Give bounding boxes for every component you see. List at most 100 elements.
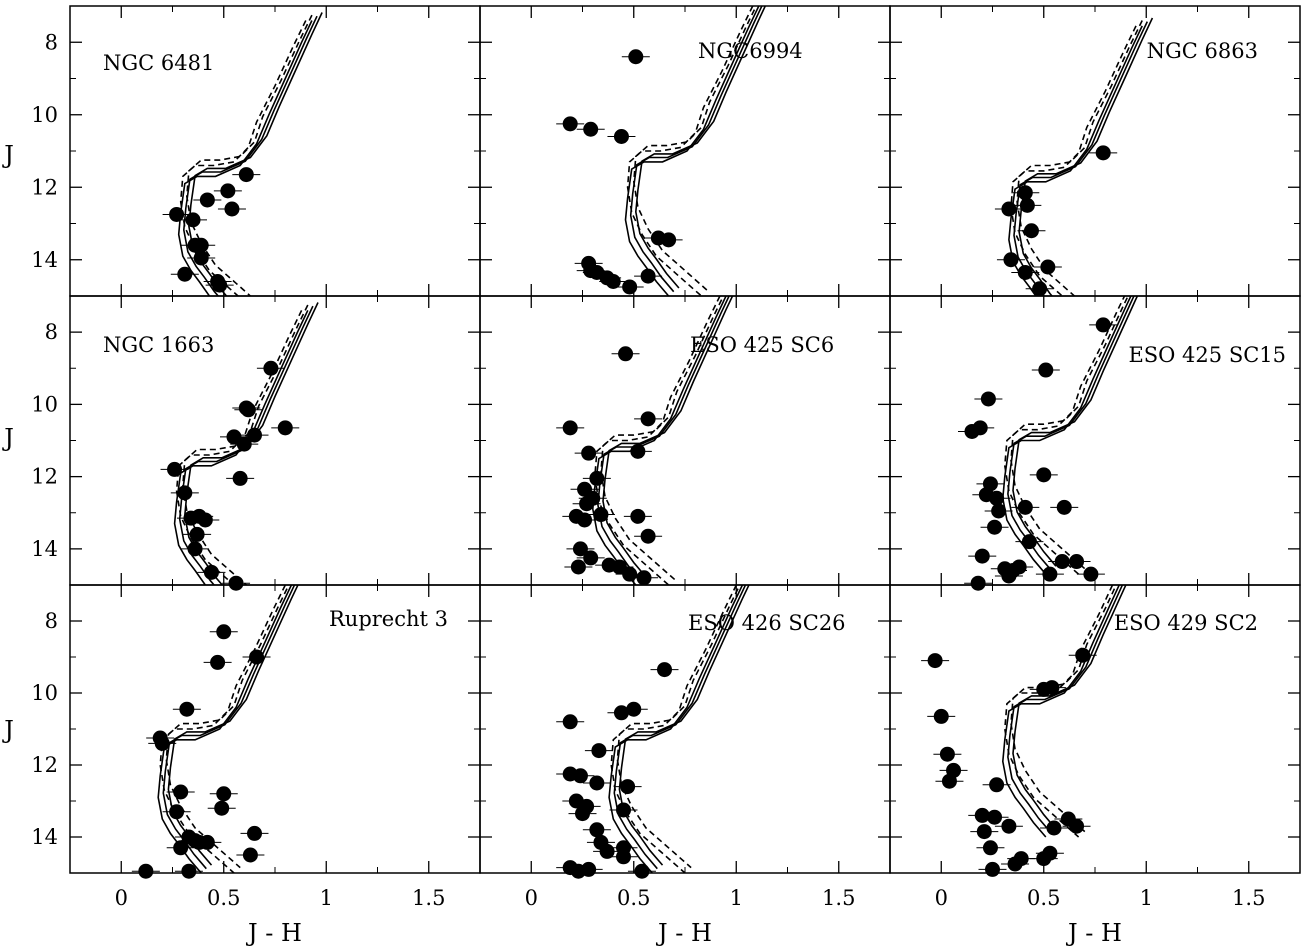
data-point (1069, 554, 1085, 570)
data-point (224, 201, 240, 217)
data-point (1017, 264, 1033, 280)
data-point (193, 237, 209, 253)
data-point (593, 507, 609, 523)
data-point (1001, 568, 1017, 584)
data-point (189, 526, 205, 542)
data-point (1095, 317, 1111, 333)
isochrone-solid (608, 585, 744, 873)
data-point (1001, 201, 1017, 217)
data-point (630, 508, 646, 524)
data-point (1054, 554, 1070, 570)
x-tick-label: 0.5 (617, 886, 650, 910)
panel-title: NGC 1663 (103, 333, 214, 357)
isochrone-dashed (1003, 296, 1126, 575)
isochrone-solid (618, 585, 750, 866)
panel-frame (69, 5, 481, 297)
panel-9: 0 0.5 1 1.5 ESO 429 SC2 (889, 584, 1301, 910)
data-point (583, 121, 599, 137)
y-tick-label: 14 (31, 537, 58, 561)
data-point (138, 863, 154, 879)
data-point (589, 775, 605, 791)
data-point (589, 470, 605, 486)
data-point (1038, 362, 1054, 378)
y-tick-label: 14 (31, 825, 58, 849)
data-point (1040, 259, 1056, 275)
x-tick-label: 0.5 (1027, 886, 1060, 910)
data-point (634, 863, 650, 879)
panel-5: ESO 425 SC6 (479, 295, 891, 586)
data-point (987, 519, 1003, 535)
isochrone-dashed (1010, 25, 1137, 296)
data-point (622, 566, 638, 582)
y-axis-title-row-3: J (1, 716, 14, 744)
data-point (570, 559, 586, 575)
data-point (585, 490, 601, 506)
isochrone-solid (1018, 17, 1154, 296)
data-point (247, 825, 262, 841)
data-point (605, 274, 621, 289)
isochrone-dashed (159, 585, 287, 873)
y-tick-label: 12 (31, 175, 58, 199)
isochrone-solid (1001, 296, 1132, 575)
data-point (173, 840, 189, 856)
data-point (980, 391, 996, 407)
panel-title: NGC 6863 (1147, 39, 1258, 63)
data-point (247, 427, 262, 443)
data-point (581, 445, 597, 461)
isochrone-solid (188, 12, 323, 296)
data-point (985, 861, 1000, 877)
isochrone-dashed (1003, 585, 1114, 838)
data-point (216, 786, 232, 802)
isochrone-solid (634, 6, 767, 289)
data-point (173, 784, 189, 800)
data-point (238, 167, 254, 183)
isochrone-solid (1001, 585, 1121, 838)
panel-1: 8 10 12 14 NGC 6481 (31, 5, 481, 297)
x-axis-title-col-3: J - H (1065, 919, 1122, 947)
data-point (203, 564, 219, 580)
panel-frame (479, 5, 891, 297)
y-tick-label: 8 (45, 320, 58, 344)
data-point (1042, 845, 1058, 861)
data-point (240, 402, 256, 418)
data-point (628, 49, 644, 65)
data-point (1019, 197, 1035, 213)
data-point (228, 575, 244, 591)
data-point (277, 420, 293, 436)
data-point (199, 192, 215, 208)
x-tick-label: 1 (1140, 886, 1153, 910)
x-tick-label: 1.5 (1232, 886, 1265, 910)
y-tick-label: 10 (31, 392, 58, 416)
data-point (236, 436, 252, 452)
data-point (177, 266, 193, 282)
data-point (210, 654, 226, 670)
x-tick-label: 1 (730, 886, 743, 910)
data-point (1083, 566, 1099, 582)
data-point (263, 360, 279, 376)
data-point (982, 840, 998, 856)
data-point (193, 250, 209, 266)
data-point (1044, 680, 1060, 696)
x-tick-label: 1.5 (412, 886, 445, 910)
isochrone-solid (1007, 296, 1135, 571)
data-point (933, 708, 949, 724)
data-point (1056, 499, 1072, 515)
data-point (640, 411, 656, 427)
data-point (630, 443, 646, 459)
data-point (1036, 467, 1052, 483)
x-tick-label: 1 (320, 886, 333, 910)
isochrone-dashed (185, 14, 313, 296)
data-point (1011, 559, 1027, 575)
isochrone-dashed (600, 296, 725, 581)
data-point (242, 847, 258, 863)
isochrone-solid (602, 296, 734, 578)
data-point (169, 206, 185, 222)
x-tick-label: 0 (525, 886, 538, 910)
data-point (987, 809, 1003, 825)
data-point (577, 512, 593, 528)
isochrone-dashed (179, 20, 307, 296)
panel-title: ESO 426 SC26 (688, 611, 846, 635)
data-point (1017, 185, 1033, 201)
